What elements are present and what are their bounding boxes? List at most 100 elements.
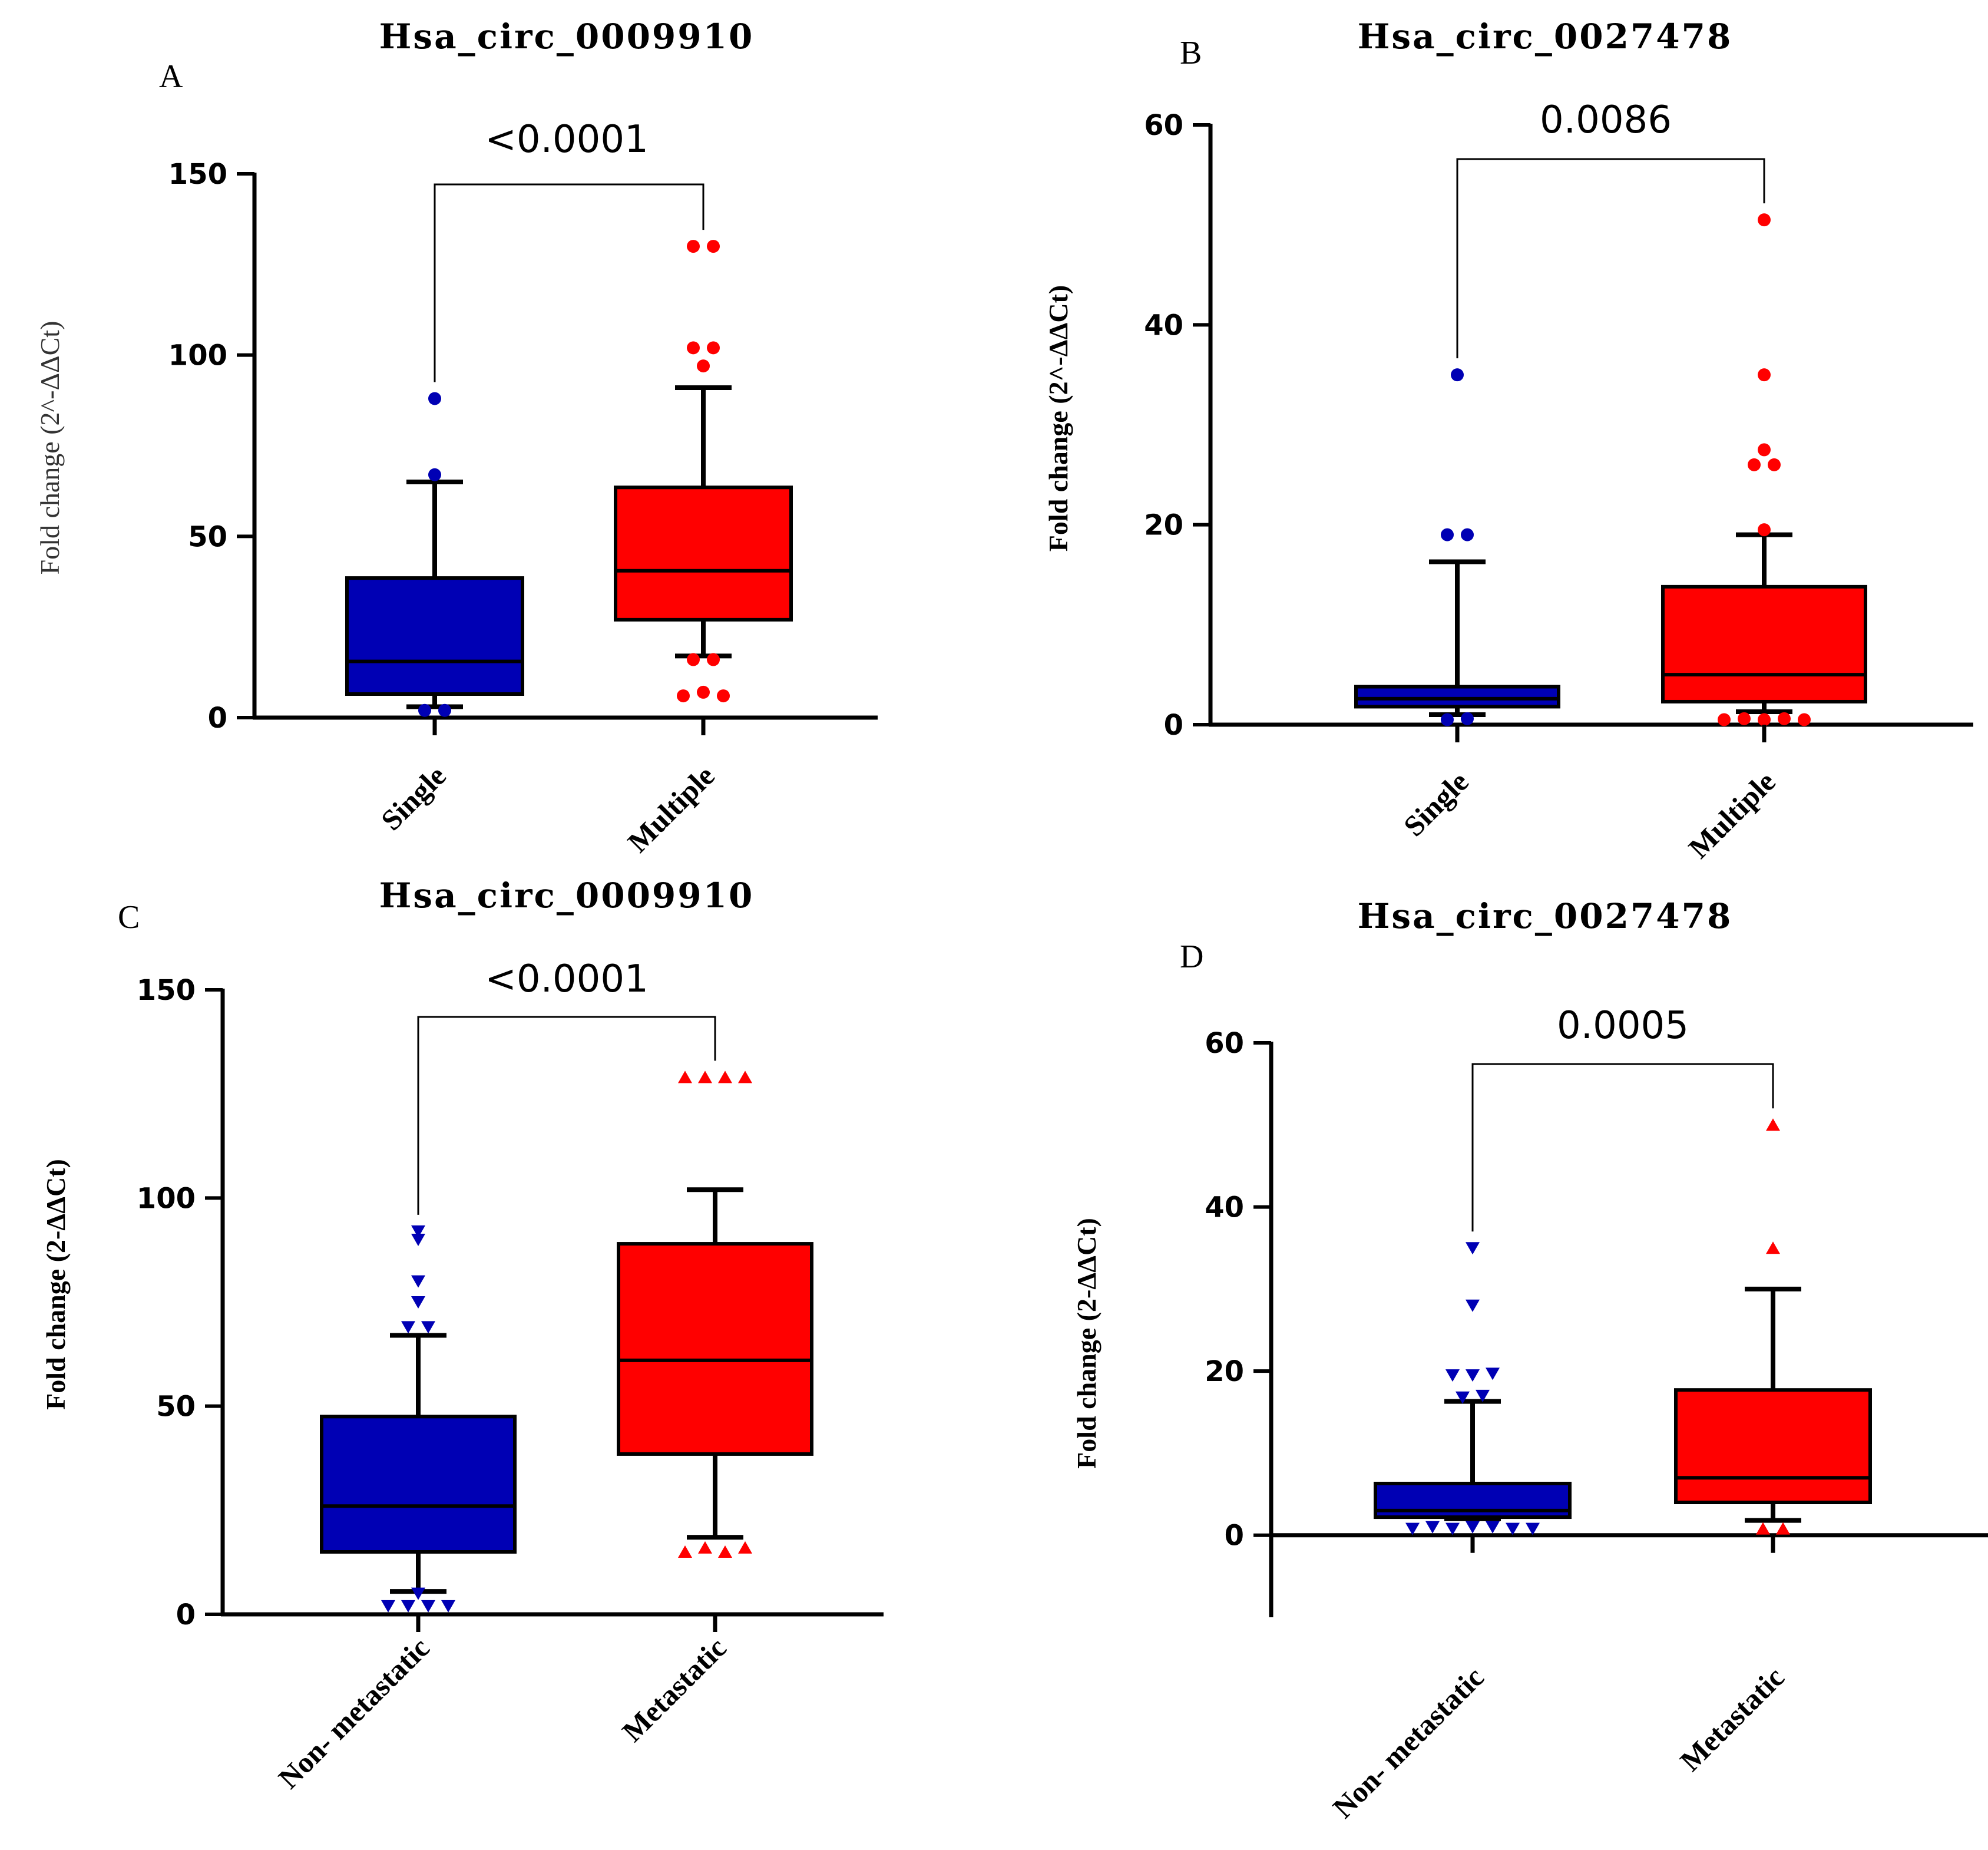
outlier-point — [411, 1296, 425, 1309]
y-tick-label: 50 — [156, 1390, 196, 1423]
significance-bracket — [417, 1016, 716, 1215]
y-tick-label: 0 — [176, 1598, 196, 1631]
outlier-point — [687, 341, 700, 355]
outlier-point — [1451, 368, 1464, 382]
y-tick-label: 0 — [1225, 1519, 1244, 1552]
box-iqr — [1354, 685, 1560, 709]
y-axis-label: Fold change (2^-ΔΔCt) — [1043, 285, 1073, 551]
panel-b-title: Hsa_circ_0027478 — [1358, 16, 1733, 57]
outlier-point — [1466, 1521, 1480, 1534]
y-tick-label: 0 — [208, 702, 227, 735]
box-non-metastatic — [320, 1225, 517, 1613]
box-iqr — [614, 485, 793, 622]
outlier-point — [1461, 712, 1474, 725]
outlier-point — [411, 1275, 425, 1288]
box-multiple — [1661, 213, 1867, 726]
panel-letter-c: C — [118, 899, 140, 936]
outlier-point — [401, 1321, 415, 1334]
box-iqr — [345, 576, 524, 696]
outlier-point — [698, 1071, 712, 1083]
y-tick-label: 100 — [137, 1182, 196, 1215]
outlier-point — [1445, 1522, 1460, 1535]
panel-c: C Hsa_circ_0009910 — [118, 876, 755, 936]
y-tick-label: 40 — [1205, 1191, 1244, 1224]
box-non-metastatic — [1374, 1242, 1572, 1535]
y-tick-label: 40 — [1144, 309, 1183, 342]
y-tick-label: 50 — [188, 520, 227, 553]
outlier-point — [421, 1600, 435, 1613]
box-iqr — [1674, 1388, 1872, 1504]
outlier-point — [707, 653, 720, 666]
outlier-point — [1718, 713, 1731, 726]
box-metastatic — [617, 1071, 813, 1558]
y-tick-label: 0 — [1164, 709, 1183, 742]
outlier-point — [1756, 1522, 1770, 1535]
outlier-point — [438, 703, 451, 717]
p-value-label: <0.0001 — [485, 957, 649, 1001]
panel-a: A Hsa_circ_0009910 — [159, 16, 755, 95]
outlier-point — [411, 1234, 425, 1246]
outlier-point — [428, 468, 441, 481]
significance-bracket — [1471, 1063, 1774, 1232]
outlier-point — [707, 341, 720, 355]
box-multiple — [614, 240, 793, 703]
box-single — [345, 392, 524, 717]
y-axis-label: Fold change (2^-ΔΔCt) — [35, 321, 65, 575]
outlier-point — [381, 1600, 395, 1613]
outlier-point — [1486, 1367, 1500, 1380]
y-axis-label: Fold change (2-ΔΔCt) — [41, 1159, 71, 1410]
outlier-point — [1476, 1389, 1490, 1402]
p-value-label: <0.0001 — [485, 118, 649, 161]
outlier-point — [1461, 528, 1474, 541]
outlier-point — [1778, 712, 1791, 725]
y-tick-label: 20 — [1205, 1355, 1244, 1388]
outlier-point — [401, 1600, 415, 1613]
panel-a-title: Hsa_circ_0009910 — [379, 16, 755, 57]
box-iqr — [617, 1242, 813, 1456]
p-value-label: 0.0086 — [1540, 98, 1672, 142]
outlier-point — [1768, 458, 1781, 471]
significance-bracket — [1456, 158, 1765, 359]
outlier-point — [1466, 1242, 1480, 1255]
panel-d: D Hsa_circ_0027478 — [1180, 896, 1731, 975]
outlier-point — [1758, 213, 1771, 227]
outlier-point — [1486, 1521, 1500, 1534]
box-metastatic — [1674, 1118, 1872, 1535]
outlier-point — [1466, 1369, 1480, 1382]
outlier-point — [1758, 713, 1771, 726]
panel-c-title: Hsa_circ_0009910 — [379, 876, 755, 916]
panel-letter-b: B — [1180, 35, 1202, 71]
outlier-point — [718, 1071, 732, 1083]
outlier-point — [441, 1600, 455, 1613]
outlier-point — [1798, 713, 1811, 726]
outlier-point — [1766, 1241, 1780, 1254]
panel-b: B Hsa_circ_0027478 — [1180, 16, 1733, 71]
outlier-point — [1748, 458, 1761, 471]
outlier-point — [1425, 1521, 1440, 1534]
outlier-point — [738, 1071, 752, 1083]
outlier-point — [1766, 1118, 1780, 1131]
box-iqr — [1661, 584, 1867, 703]
outlier-point — [677, 689, 690, 703]
panel-letter-a: A — [159, 58, 183, 95]
panel-letter-d: D — [1180, 939, 1203, 975]
y-tick-label: 60 — [1144, 109, 1183, 142]
outlier-point — [687, 653, 700, 666]
outlier-point — [1758, 368, 1771, 382]
outlier-point — [1758, 523, 1771, 537]
y-tick-label: 150 — [137, 974, 196, 1007]
outlier-point — [1526, 1522, 1540, 1535]
outlier-point — [1738, 712, 1751, 725]
box-single — [1354, 368, 1560, 726]
outlier-point — [1445, 1369, 1460, 1382]
outlier-point — [697, 685, 710, 699]
y-axis-label: Fold change (2-ΔΔCt) — [1071, 1218, 1101, 1469]
outlier-point — [717, 689, 730, 703]
outlier-point — [421, 1321, 435, 1334]
outlier-point — [718, 1545, 732, 1558]
outlier-point — [1466, 1299, 1480, 1312]
y-tick-label: 60 — [1205, 1027, 1244, 1060]
outlier-point — [1441, 713, 1454, 726]
